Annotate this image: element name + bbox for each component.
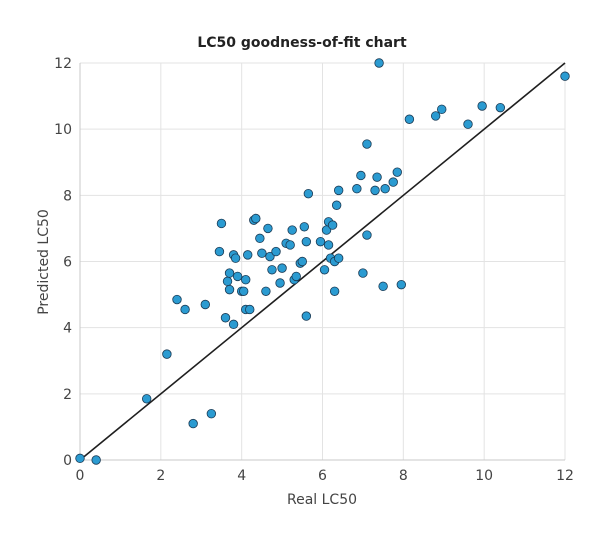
y-tick-label: 4 bbox=[63, 321, 72, 337]
data-point bbox=[333, 253, 344, 263]
data-point bbox=[356, 170, 366, 181]
data-point bbox=[392, 167, 402, 177]
data-point bbox=[243, 250, 253, 260]
x-tick-label: 6 bbox=[318, 468, 327, 484]
data-points bbox=[75, 58, 570, 465]
data-point bbox=[372, 172, 382, 182]
data-point bbox=[358, 268, 368, 278]
data-point bbox=[323, 240, 334, 250]
data-point bbox=[388, 177, 398, 187]
data-point bbox=[232, 271, 243, 282]
x-tick-label: 0 bbox=[76, 468, 85, 484]
data-point bbox=[91, 455, 101, 465]
data-point bbox=[327, 220, 338, 230]
data-point bbox=[255, 233, 265, 244]
data-point bbox=[331, 200, 342, 210]
data-point bbox=[75, 453, 85, 464]
data-point bbox=[430, 111, 441, 121]
data-point bbox=[200, 299, 210, 310]
data-point bbox=[162, 349, 172, 359]
data-point bbox=[216, 218, 227, 229]
data-point bbox=[319, 265, 330, 275]
data-point bbox=[329, 286, 340, 296]
data-point bbox=[257, 248, 267, 258]
data-point bbox=[378, 281, 388, 292]
data-point bbox=[241, 274, 251, 285]
data-point bbox=[245, 304, 255, 315]
data-point bbox=[301, 236, 312, 247]
data-point bbox=[230, 253, 241, 263]
y-tick-label: 6 bbox=[63, 255, 72, 271]
y-tick-label: 8 bbox=[63, 188, 72, 204]
data-point bbox=[271, 246, 281, 257]
data-point bbox=[362, 230, 372, 240]
data-point bbox=[188, 418, 198, 429]
data-point bbox=[380, 184, 390, 194]
data-point bbox=[315, 236, 326, 247]
y-axis-label: Predicted LC50 bbox=[36, 209, 52, 315]
data-point bbox=[297, 256, 307, 267]
data-point bbox=[220, 313, 231, 323]
x-tick-label: 8 bbox=[399, 468, 408, 484]
data-point bbox=[299, 222, 310, 232]
data-point bbox=[560, 71, 570, 81]
data-point bbox=[224, 284, 235, 295]
tick-labels: 0 2 4 6 8 10 12 0 2 4 6 8 10 12 bbox=[54, 56, 574, 484]
x-tick-label: 10 bbox=[475, 468, 493, 484]
data-point bbox=[495, 102, 506, 113]
data-point bbox=[251, 213, 261, 224]
data-point bbox=[261, 286, 271, 296]
data-point bbox=[206, 408, 217, 419]
x-tick-label: 4 bbox=[237, 468, 246, 484]
data-point bbox=[303, 188, 314, 199]
data-point bbox=[172, 294, 182, 305]
data-point bbox=[301, 311, 312, 321]
data-point bbox=[374, 58, 384, 68]
data-point bbox=[275, 278, 285, 288]
y-tick-label: 2 bbox=[63, 387, 72, 403]
data-point bbox=[222, 276, 233, 287]
data-point bbox=[214, 246, 225, 257]
data-point bbox=[287, 225, 297, 235]
y-tick-label: 12 bbox=[54, 56, 72, 72]
data-point bbox=[224, 268, 235, 278]
data-point bbox=[263, 223, 273, 234]
data-point bbox=[370, 185, 380, 196]
data-point bbox=[291, 271, 301, 282]
x-tick-label: 2 bbox=[156, 468, 165, 484]
axes bbox=[79, 63, 565, 461]
data-point bbox=[352, 184, 362, 194]
data-point bbox=[277, 263, 287, 273]
data-point bbox=[238, 286, 249, 296]
chart-title: LC50 goodness-of-fit chart bbox=[197, 35, 407, 51]
data-point bbox=[477, 101, 487, 111]
data-point bbox=[463, 119, 473, 129]
y-tick-label: 10 bbox=[54, 122, 72, 138]
data-point bbox=[265, 251, 275, 262]
y-tick-label: 0 bbox=[63, 453, 72, 469]
data-point bbox=[141, 394, 152, 404]
data-point bbox=[396, 279, 407, 290]
data-point bbox=[404, 114, 415, 124]
data-point bbox=[333, 185, 344, 196]
data-point bbox=[180, 304, 190, 315]
data-point bbox=[267, 265, 277, 275]
x-axis-label: Real LC50 bbox=[287, 492, 357, 508]
identity-fit-line bbox=[79, 62, 566, 461]
data-point bbox=[437, 104, 447, 115]
data-point bbox=[228, 319, 239, 330]
data-point bbox=[362, 139, 372, 149]
x-tick-label: 12 bbox=[556, 468, 574, 484]
data-point bbox=[285, 240, 295, 250]
